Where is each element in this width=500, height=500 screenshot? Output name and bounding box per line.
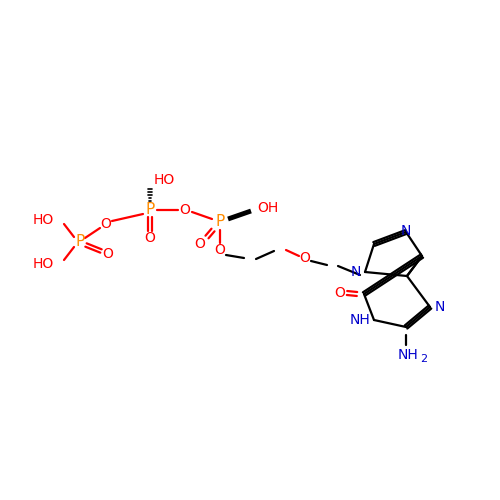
Text: N: N xyxy=(401,224,411,238)
Text: NH: NH xyxy=(398,348,418,362)
Text: HO: HO xyxy=(154,173,176,187)
Text: P: P xyxy=(76,234,84,250)
Text: HO: HO xyxy=(33,257,54,271)
Text: N: N xyxy=(350,265,361,279)
Text: O: O xyxy=(144,231,156,245)
Text: P: P xyxy=(146,202,154,218)
Text: O: O xyxy=(214,243,226,257)
Text: O: O xyxy=(194,237,205,251)
Text: HO: HO xyxy=(33,213,54,227)
Text: NH: NH xyxy=(349,313,370,327)
Text: O: O xyxy=(300,251,310,265)
Text: O: O xyxy=(100,217,112,231)
Text: 2: 2 xyxy=(420,354,428,364)
Text: OH: OH xyxy=(257,201,278,215)
Text: O: O xyxy=(102,247,114,261)
Text: N: N xyxy=(435,300,446,314)
Text: O: O xyxy=(180,203,190,217)
Text: P: P xyxy=(216,214,224,230)
Text: O: O xyxy=(334,286,345,300)
